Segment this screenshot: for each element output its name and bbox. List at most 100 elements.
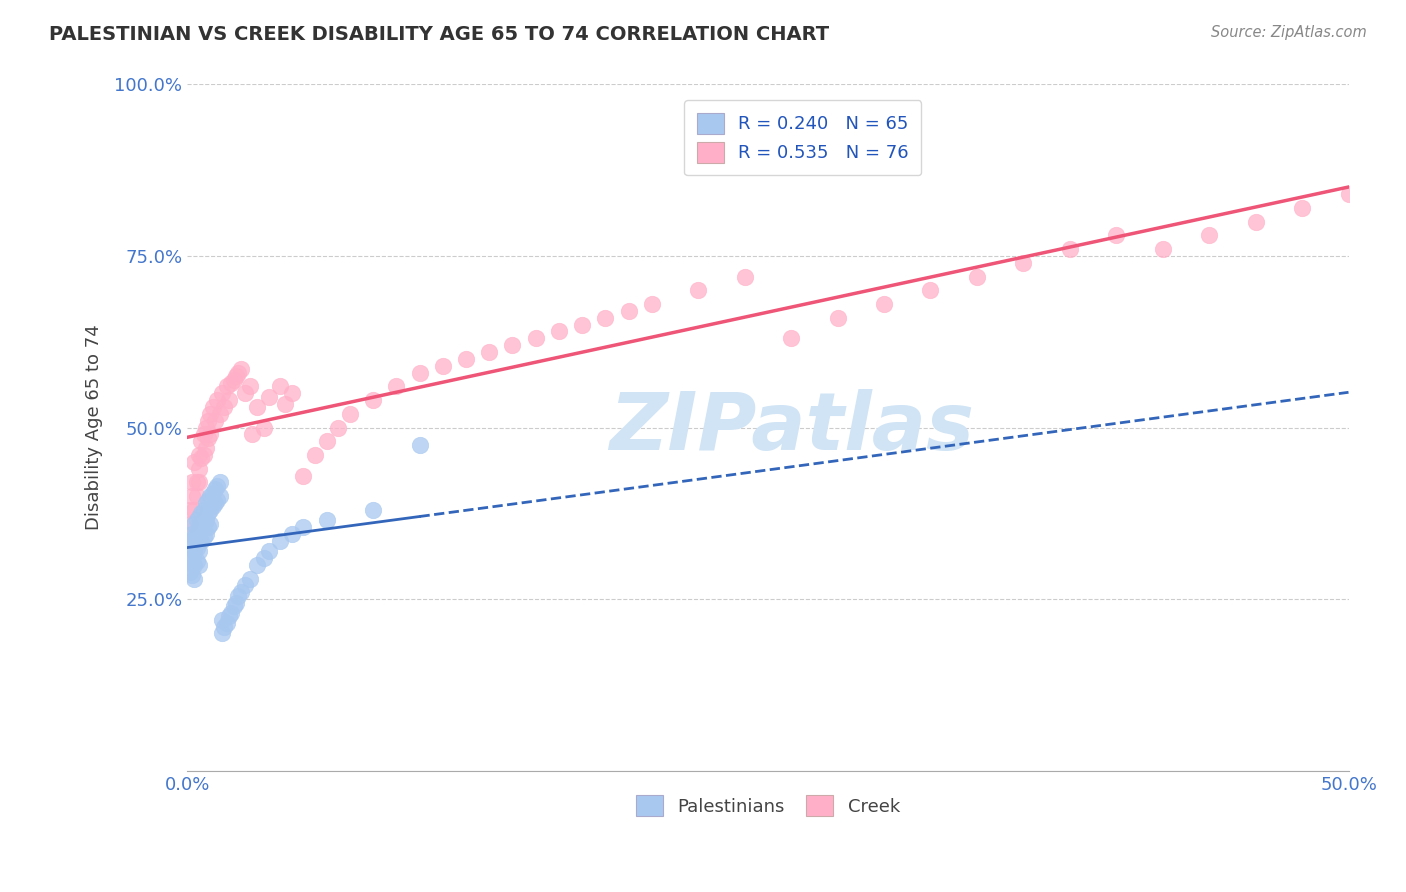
Point [187,544,209,558]
Point [187,520,209,534]
Point [827,310,849,325]
Point [190,533,212,548]
Point [190,507,212,521]
Point [190,520,212,534]
Point [221,606,243,620]
Point [208,407,231,421]
Point [200,503,222,517]
Point [432,359,454,373]
Point [966,269,988,284]
Point [211,386,233,401]
Point [207,492,229,507]
Point [547,325,569,339]
Point [315,434,337,449]
Point [257,390,280,404]
Point [222,599,245,613]
Point [229,585,252,599]
Point [187,509,209,524]
Point [190,434,212,449]
Point [187,448,209,462]
Point [233,386,256,401]
Point [281,527,304,541]
Point [180,568,202,582]
Point [183,544,205,558]
Point [193,516,215,531]
Point [194,496,217,510]
Point [501,338,523,352]
Point [292,520,315,534]
Point [183,516,205,531]
Point [183,558,205,572]
Point [641,297,664,311]
Point [304,448,326,462]
Point [246,558,269,572]
Point [478,345,501,359]
Point [197,492,219,507]
Point [183,572,205,586]
Point [780,331,803,345]
Point [281,386,304,401]
Point [688,283,710,297]
Point [187,558,209,572]
Point [524,331,547,345]
Point [201,485,224,500]
Point [269,533,291,548]
Point [183,503,205,517]
Point [292,468,315,483]
Point [186,513,208,527]
Point [225,596,247,610]
Point [187,530,209,544]
Point [186,554,208,568]
Point [233,578,256,592]
Point [190,451,212,466]
Point [187,475,209,490]
Point [239,572,262,586]
Point [200,516,222,531]
Point [211,613,233,627]
Text: PALESTINIAN VS CREEK DISABILITY AGE 65 TO 74 CORRELATION CHART: PALESTINIAN VS CREEK DISABILITY AGE 65 T… [49,25,830,44]
Point [208,489,231,503]
Point [246,400,269,414]
Point [180,527,202,541]
Point [339,407,361,421]
Point [239,379,262,393]
Point [1198,228,1220,243]
Point [315,513,337,527]
Point [218,609,240,624]
Point [179,551,201,566]
Point [1105,228,1128,243]
Point [180,489,202,503]
Point [454,351,477,366]
Point [228,366,250,380]
Point [197,431,219,445]
Point [194,441,217,455]
Point [361,503,384,517]
Point [200,407,222,421]
Point [228,589,250,603]
Point [408,438,430,452]
Point [197,520,219,534]
Point [1244,215,1267,229]
Point [183,530,205,544]
Point [617,304,640,318]
Point [201,400,224,414]
Point [194,513,217,527]
Point [253,420,276,434]
Text: Source: ZipAtlas.com: Source: ZipAtlas.com [1211,25,1367,40]
Point [186,541,208,555]
Point [920,283,942,297]
Point [385,379,408,393]
Point [200,489,222,503]
Point [200,427,222,442]
Point [179,533,201,548]
Point [361,393,384,408]
Point [274,396,297,410]
Point [207,393,229,408]
Point [193,427,215,442]
Point [1012,256,1035,270]
Text: ZIPatlas: ZIPatlas [609,389,973,467]
Point [187,461,209,475]
Legend: Palestinians, Creek: Palestinians, Creek [628,789,907,823]
Point [1291,201,1313,215]
Point [1337,187,1360,202]
